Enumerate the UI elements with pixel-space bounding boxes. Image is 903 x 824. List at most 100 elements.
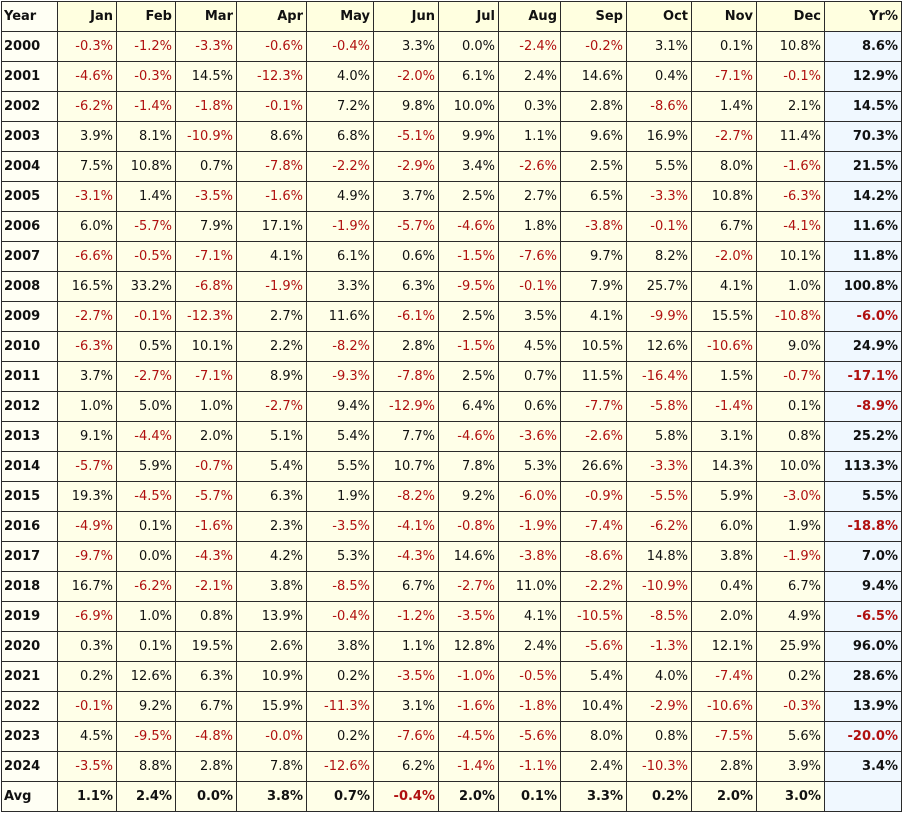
cell: -2.0%: [691, 241, 757, 272]
cell: 1.0%: [756, 271, 825, 302]
column-header: Jan: [57, 1, 117, 32]
cell: -4.5%: [438, 721, 499, 752]
cell: -1.8%: [175, 91, 237, 122]
table-row: Avg 1.1% 2.4% 0.0% 3.8% 0.7% -0.4% 2.0% 0.1% 3.3%…: [1, 781, 902, 812]
cell: 8.2%: [626, 241, 692, 272]
cell: 0.4%: [691, 571, 757, 602]
cell: 0.8%: [175, 601, 237, 632]
cell: -3.5%: [438, 601, 499, 632]
cell: 0.5%: [116, 331, 176, 362]
cell: 5.1%: [236, 421, 307, 452]
cell: 3.3%: [560, 781, 627, 812]
cell: 7.8%: [438, 451, 499, 482]
cell: -0.1%: [626, 211, 692, 242]
cell: -2.9%: [626, 691, 692, 722]
row-label: 2006: [1, 211, 58, 242]
cell: 2.2%: [236, 331, 307, 362]
cell: 7.8%: [236, 751, 307, 782]
cell: 3.8%: [236, 781, 307, 812]
cell: -5.6%: [560, 631, 627, 662]
cell: 12.6%: [626, 331, 692, 362]
cell: 3.4%: [438, 151, 499, 182]
cell: 16.9%: [626, 121, 692, 152]
cell: -10.5%: [560, 601, 627, 632]
cell: 2.6%: [236, 631, 307, 662]
cell: -9.9%: [626, 301, 692, 332]
cell: 9.1%: [57, 421, 117, 452]
cell: 6.0%: [57, 211, 117, 242]
cell: -2.7%: [57, 301, 117, 332]
row-label: 2010: [1, 331, 58, 362]
cell: -5.7%: [116, 211, 176, 242]
cell: -5.8%: [626, 391, 692, 422]
cell: -16.4%: [626, 361, 692, 392]
cell: 8.6%: [236, 121, 307, 152]
cell: 5.5%: [626, 151, 692, 182]
cell: 3.3%: [373, 31, 439, 62]
table-row: 2020 0.3% 0.1% 19.5% 2.6% 3.8% 1.1% 12.8% 2.4% -5…: [1, 631, 902, 662]
row-label: 2009: [1, 301, 58, 332]
table-row: 2013 9.1% -4.4% 2.0% 5.1% 5.4% 7.7% -4.6% -3.6% -…: [1, 421, 902, 452]
cell: 1.4%: [691, 91, 757, 122]
cell: 5.9%: [116, 451, 176, 482]
cell: 1.4%: [116, 181, 176, 212]
cell: 26.6%: [560, 451, 627, 482]
cell: 0.6%: [373, 241, 439, 272]
cell: 6.5%: [560, 181, 627, 212]
cell: 5.4%: [560, 661, 627, 692]
cell: 1.1%: [57, 781, 117, 812]
cell: -5.7%: [373, 211, 439, 242]
cell: -7.1%: [175, 241, 237, 272]
cell: 12.6%: [116, 661, 176, 692]
cell: 2.4%: [498, 61, 561, 92]
cell: 19.3%: [57, 481, 117, 512]
cell: -10.6%: [691, 691, 757, 722]
cell: -1.4%: [438, 751, 499, 782]
table-row: 2014 -5.7% 5.9% -0.7% 5.4% 5.5% 10.7% 7.8% 5.3% 2…: [1, 451, 902, 482]
row-label: 2023: [1, 721, 58, 752]
table-row: 2015 19.3% -4.5% -5.7% 6.3% 1.9% -8.2% 9.2% -6.0…: [1, 481, 902, 512]
cell: 11.0%: [498, 571, 561, 602]
row-label: 2001: [1, 61, 58, 92]
cell: 25.9%: [756, 631, 825, 662]
cell: 7.7%: [373, 421, 439, 452]
table-row: 2012 1.0% 5.0% 1.0% -2.7% 9.4% -12.9% 6.4% 0.6% -…: [1, 391, 902, 422]
cell: 1.1%: [373, 631, 439, 662]
cell: -17.1%: [824, 361, 902, 392]
cell: 12.1%: [691, 631, 757, 662]
cell: 2.1%: [756, 91, 825, 122]
table-row: 2022 -0.1% 9.2% 6.7% 15.9% -11.3% 3.1% -1.6% -1.…: [1, 691, 902, 722]
cell: 100.8%: [824, 271, 902, 302]
cell: 11.4%: [756, 121, 825, 152]
cell: -18.8%: [824, 511, 902, 542]
cell: 14.8%: [626, 541, 692, 572]
cell: -5.7%: [57, 451, 117, 482]
cell: -0.7%: [756, 361, 825, 392]
cell: 16.7%: [57, 571, 117, 602]
row-label: 2022: [1, 691, 58, 722]
cell: 2.5%: [438, 181, 499, 212]
cell: 10.0%: [438, 91, 499, 122]
cell: -0.3%: [57, 31, 117, 62]
cell: -3.8%: [560, 211, 627, 242]
cell: -0.4%: [306, 31, 374, 62]
row-label: Avg: [1, 781, 58, 812]
row-label: 2018: [1, 571, 58, 602]
cell: 11.6%: [306, 301, 374, 332]
cell: 3.5%: [498, 301, 561, 332]
row-label: 2014: [1, 451, 58, 482]
cell: 2.8%: [691, 751, 757, 782]
cell: 9.7%: [560, 241, 627, 272]
cell: 14.3%: [691, 451, 757, 482]
cell: 0.8%: [626, 721, 692, 752]
cell: 6.1%: [438, 61, 499, 92]
cell: 0.2%: [306, 721, 374, 752]
cell: -1.2%: [116, 31, 176, 62]
cell: -4.9%: [57, 511, 117, 542]
cell: 0.2%: [306, 661, 374, 692]
cell: -7.8%: [373, 361, 439, 392]
cell: -12.3%: [236, 61, 307, 92]
cell: 6.3%: [175, 661, 237, 692]
cell: 2.7%: [498, 181, 561, 212]
cell: 14.6%: [438, 541, 499, 572]
